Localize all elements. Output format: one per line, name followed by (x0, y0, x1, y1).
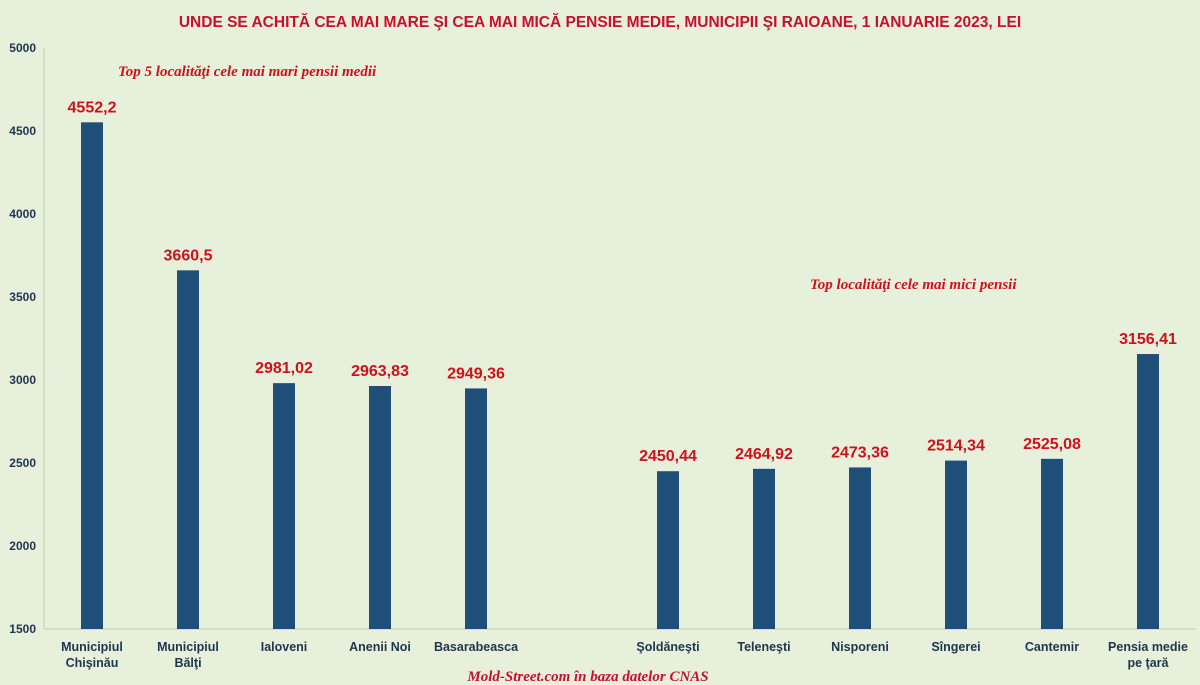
annotation-top-largest: Top 5 localităţi cele mai mari pensii me… (118, 64, 377, 80)
bar (945, 460, 967, 629)
bar (465, 388, 487, 629)
x-tick-label: pe ţară (1128, 656, 1170, 670)
data-label: 2963,83 (351, 363, 409, 380)
data-label: 2514,34 (927, 438, 985, 455)
x-tick-label: Municipiul (157, 640, 219, 654)
x-tick-label: Basarabeasca (434, 640, 519, 654)
y-tick-label: 3500 (9, 290, 36, 304)
y-tick-label: 4000 (9, 207, 36, 221)
bar (1137, 354, 1159, 629)
y-tick-label: 4500 (9, 124, 36, 138)
x-tick-label: Municipiul (61, 640, 123, 654)
x-tick-label: Teleneşti (737, 640, 790, 654)
data-label: 2525,08 (1023, 436, 1081, 453)
data-label: 2949,36 (447, 365, 505, 382)
bar (753, 468, 775, 629)
bar (849, 467, 871, 629)
x-axis-ticks: Municipiul Chişinău Municipiul Bălţi Ialoven… (61, 640, 1188, 670)
data-label: 2464,92 (735, 446, 793, 463)
data-label: 2473,36 (831, 444, 889, 461)
data-labels-group: 4552,2 3660,5 2981,02 2963,83 2949,36 2450,44… (68, 99, 1177, 465)
x-tick-label: Chişinău (66, 656, 119, 670)
data-label: 2981,02 (255, 360, 313, 377)
bar (177, 270, 199, 629)
bar (273, 383, 295, 629)
x-tick-label: Pensia medie (1108, 640, 1188, 654)
y-axis-ticks: 1500 2000 2500 3000 3500 4000 4500 5000 (9, 41, 36, 636)
bars-group (81, 122, 1159, 629)
bar (81, 122, 103, 629)
x-tick-label: Nisporeni (831, 640, 889, 654)
y-tick-label: 5000 (9, 41, 36, 55)
source-note: Mold-Street.com în baza datelor CNAS (466, 669, 708, 685)
data-label: 2450,44 (639, 448, 697, 465)
data-label: 3660,5 (164, 247, 213, 264)
x-tick-label: Ialoveni (261, 640, 308, 654)
annotation-top-smallest: Top localităţi cele mai mici pensii (810, 277, 1017, 293)
y-tick-label: 2000 (9, 539, 36, 553)
bar (657, 471, 679, 629)
data-label: 4552,2 (68, 99, 117, 116)
x-tick-label: Sîngerei (931, 640, 980, 654)
data-label: 3156,41 (1119, 331, 1177, 348)
x-tick-label: Şoldăneşti (636, 640, 699, 654)
y-tick-label: 2500 (9, 456, 36, 470)
y-tick-label: 1500 (9, 622, 36, 636)
y-tick-label: 3000 (9, 373, 36, 387)
x-tick-label: Anenii Noi (349, 640, 411, 654)
x-tick-label: Cantemir (1025, 640, 1079, 654)
x-tick-label: Bălţi (174, 656, 201, 670)
bar (369, 386, 391, 629)
chart-title: UNDE SE ACHITĂ CEA MAI MARE ŞI CEA MAI M… (179, 14, 1021, 31)
bar (1041, 458, 1063, 629)
